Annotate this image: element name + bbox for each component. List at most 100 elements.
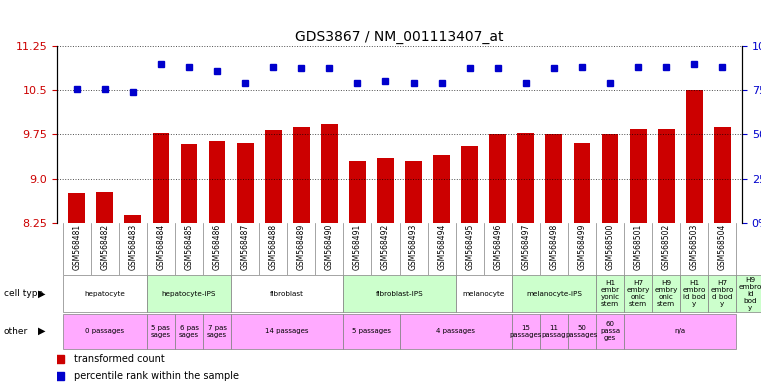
Text: melanocyte-iPS: melanocyte-iPS: [526, 291, 582, 297]
Text: GSM568485: GSM568485: [184, 224, 193, 270]
FancyBboxPatch shape: [512, 275, 596, 312]
Text: 0 passages: 0 passages: [85, 328, 124, 334]
Text: GSM568493: GSM568493: [409, 224, 418, 270]
Bar: [321, 124, 338, 223]
Text: GSM568483: GSM568483: [129, 224, 138, 270]
FancyBboxPatch shape: [343, 314, 400, 349]
FancyBboxPatch shape: [175, 314, 203, 349]
Bar: [209, 141, 225, 223]
Text: percentile rank within the sample: percentile rank within the sample: [74, 371, 239, 381]
Text: GSM568484: GSM568484: [157, 224, 165, 270]
FancyBboxPatch shape: [62, 275, 147, 312]
FancyBboxPatch shape: [231, 275, 343, 312]
Title: GDS3867 / NM_001113407_at: GDS3867 / NM_001113407_at: [295, 30, 504, 44]
FancyBboxPatch shape: [708, 275, 737, 312]
Bar: [714, 127, 731, 223]
Text: n/a: n/a: [675, 328, 686, 334]
Bar: [125, 215, 142, 223]
FancyBboxPatch shape: [400, 314, 512, 349]
Text: 11
passag: 11 passag: [542, 325, 566, 338]
Bar: [602, 134, 619, 223]
Bar: [180, 144, 197, 223]
Text: GSM568491: GSM568491: [353, 224, 362, 270]
FancyBboxPatch shape: [343, 275, 456, 312]
Text: 5 pas
sages: 5 pas sages: [151, 325, 171, 338]
Text: 4 passages: 4 passages: [436, 328, 475, 334]
Bar: [152, 132, 170, 223]
Text: H9
embro
id bod
y: H9 embro id bod y: [739, 277, 761, 311]
Text: GSM568488: GSM568488: [269, 224, 278, 270]
Text: GSM568486: GSM568486: [212, 224, 221, 270]
FancyBboxPatch shape: [540, 314, 568, 349]
FancyBboxPatch shape: [456, 275, 512, 312]
FancyBboxPatch shape: [512, 314, 540, 349]
Text: GSM568494: GSM568494: [437, 224, 446, 270]
Text: GSM568499: GSM568499: [578, 224, 587, 270]
Text: transformed count: transformed count: [74, 354, 165, 364]
FancyBboxPatch shape: [147, 314, 175, 349]
Bar: [686, 90, 702, 223]
Bar: [349, 161, 366, 223]
Bar: [517, 132, 534, 223]
FancyBboxPatch shape: [596, 275, 624, 312]
Bar: [405, 161, 422, 223]
Text: GSM568489: GSM568489: [297, 224, 306, 270]
Text: 15
passages: 15 passages: [510, 325, 542, 338]
Text: 50
passages: 50 passages: [565, 325, 598, 338]
Text: hepatocyte-iPS: hepatocyte-iPS: [162, 291, 216, 297]
Text: fibroblast-IPS: fibroblast-IPS: [376, 291, 423, 297]
Text: 5 passages: 5 passages: [352, 328, 391, 334]
Text: H1
embr
yonic
stem: H1 embr yonic stem: [600, 280, 619, 307]
Text: ▶: ▶: [38, 289, 46, 299]
FancyBboxPatch shape: [652, 275, 680, 312]
Bar: [265, 130, 282, 223]
Bar: [489, 134, 506, 223]
Text: GSM568504: GSM568504: [718, 224, 727, 270]
Text: GSM568487: GSM568487: [240, 224, 250, 270]
FancyBboxPatch shape: [147, 275, 231, 312]
FancyBboxPatch shape: [624, 275, 652, 312]
Text: GSM568492: GSM568492: [381, 224, 390, 270]
Bar: [237, 143, 253, 223]
Text: GSM568490: GSM568490: [325, 224, 334, 270]
FancyBboxPatch shape: [231, 314, 343, 349]
Text: 7 pas
sages: 7 pas sages: [207, 325, 227, 338]
Bar: [658, 129, 674, 223]
Text: GSM568502: GSM568502: [661, 224, 670, 270]
Text: GSM568498: GSM568498: [549, 224, 559, 270]
Text: GSM568501: GSM568501: [634, 224, 642, 270]
Bar: [574, 143, 591, 223]
FancyBboxPatch shape: [737, 275, 761, 312]
FancyBboxPatch shape: [568, 314, 596, 349]
Text: 60
passa
ges: 60 passa ges: [600, 321, 620, 341]
Text: other: other: [4, 326, 28, 336]
Text: H1
embro
id bod
y: H1 embro id bod y: [683, 280, 706, 307]
Text: GSM568496: GSM568496: [493, 224, 502, 270]
FancyBboxPatch shape: [203, 314, 231, 349]
Text: 14 passages: 14 passages: [266, 328, 309, 334]
Text: H7
embry
onic
stem: H7 embry onic stem: [626, 280, 650, 307]
Text: GSM568500: GSM568500: [606, 224, 615, 270]
Bar: [293, 127, 310, 223]
Text: cell type: cell type: [4, 289, 43, 298]
Bar: [461, 146, 478, 223]
FancyBboxPatch shape: [596, 314, 624, 349]
Text: H9
embry
onic
stem: H9 embry onic stem: [654, 280, 678, 307]
Text: GSM568495: GSM568495: [465, 224, 474, 270]
Text: 6 pas
sages: 6 pas sages: [179, 325, 199, 338]
FancyBboxPatch shape: [624, 314, 737, 349]
Text: melanocyte: melanocyte: [463, 291, 505, 297]
Text: GSM568481: GSM568481: [72, 224, 81, 270]
Text: GSM568503: GSM568503: [689, 224, 699, 270]
Bar: [629, 129, 647, 223]
FancyBboxPatch shape: [62, 314, 147, 349]
Text: hepatocyte: hepatocyte: [84, 291, 126, 297]
Bar: [377, 158, 394, 223]
Bar: [97, 192, 113, 223]
Bar: [68, 193, 85, 223]
Text: fibroblast: fibroblast: [270, 291, 304, 297]
Text: GSM568497: GSM568497: [521, 224, 530, 270]
Bar: [546, 134, 562, 223]
Text: GSM568482: GSM568482: [100, 224, 110, 270]
FancyBboxPatch shape: [680, 275, 708, 312]
